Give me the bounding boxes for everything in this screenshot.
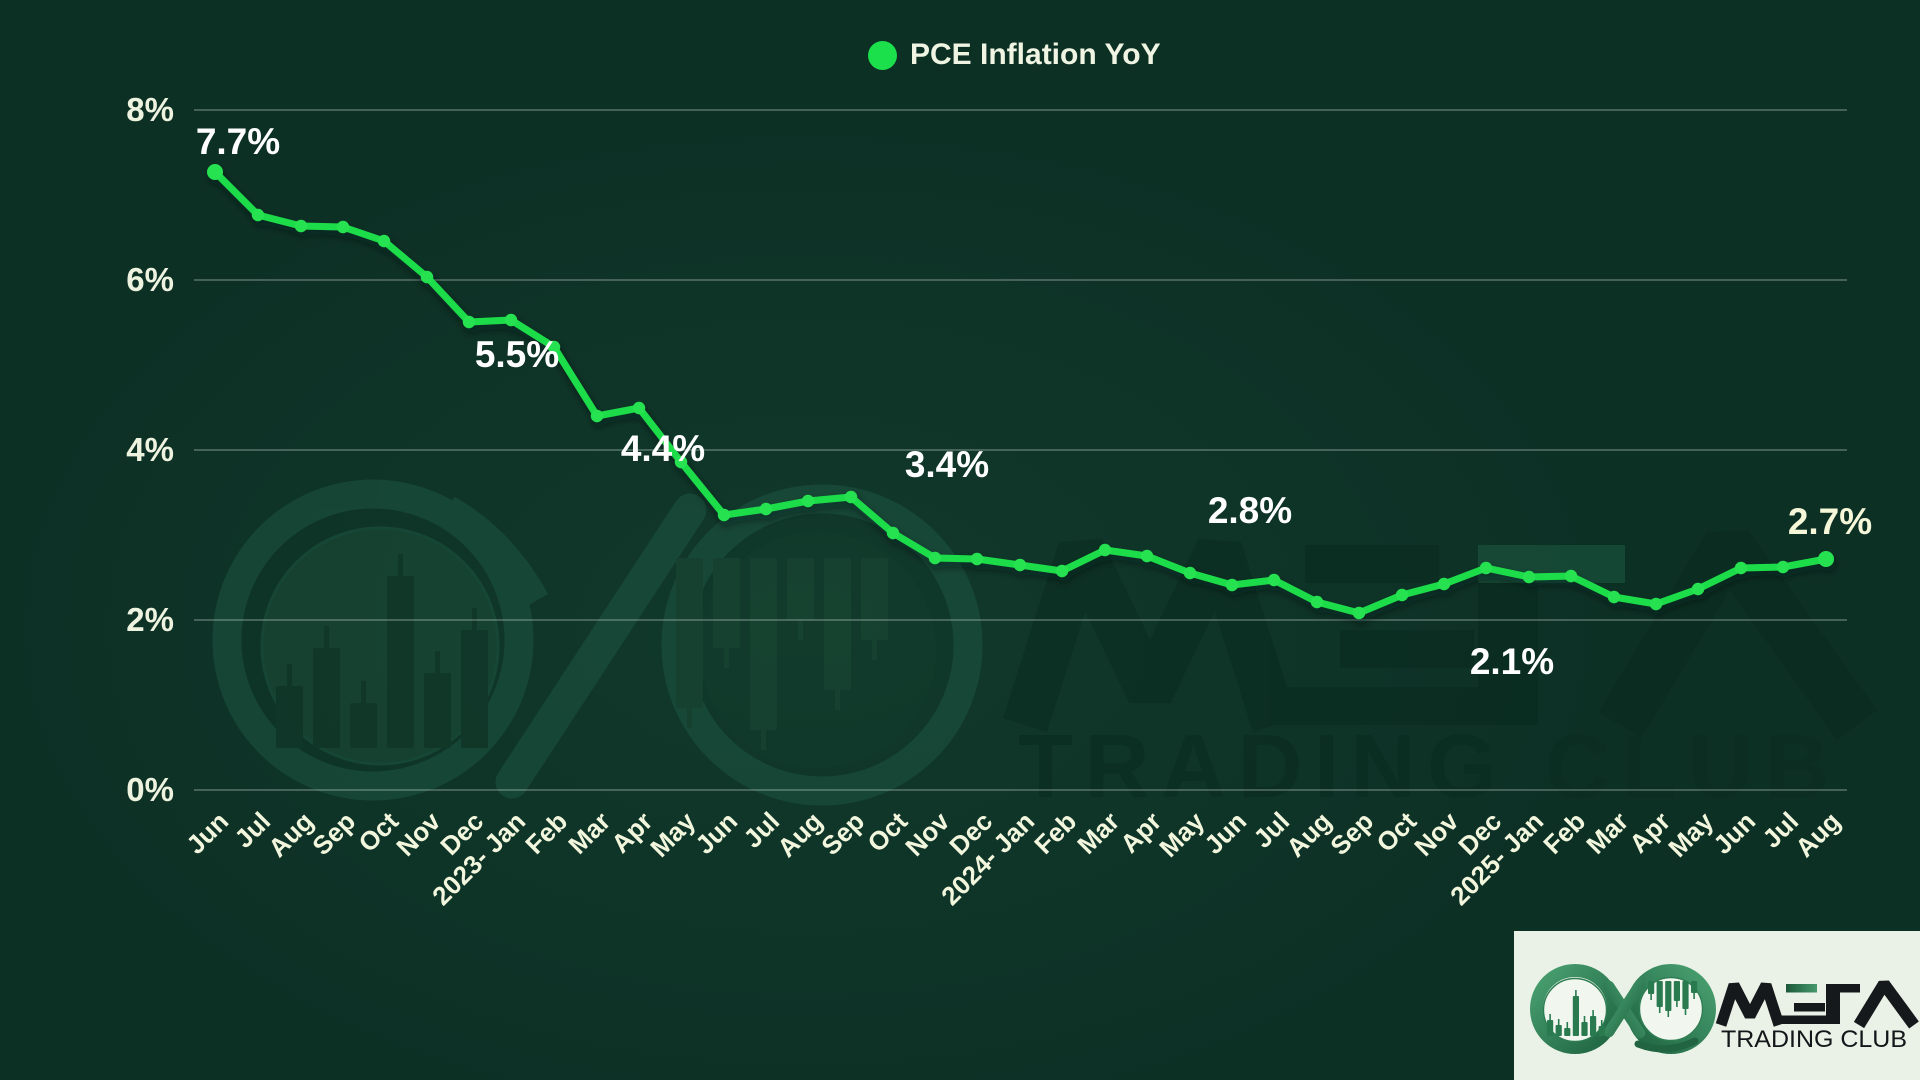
svg-text:TRADING CLUB: TRADING CLUB xyxy=(1721,1026,1907,1053)
svg-text:TRADING CLUB: TRADING CLUB xyxy=(1018,717,1841,817)
